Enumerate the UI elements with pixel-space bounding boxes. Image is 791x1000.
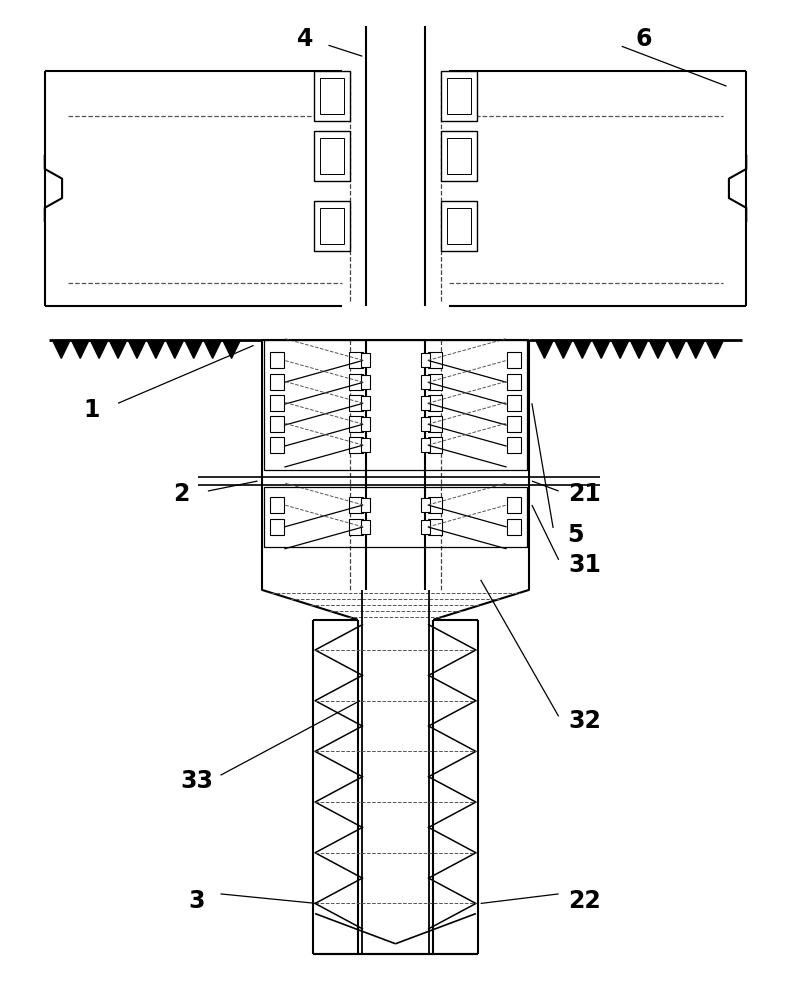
Polygon shape xyxy=(147,340,165,358)
Bar xyxy=(314,71,350,121)
Polygon shape xyxy=(90,340,108,358)
Polygon shape xyxy=(53,340,70,358)
Bar xyxy=(507,374,520,390)
Bar xyxy=(421,417,430,431)
Bar xyxy=(361,438,370,452)
Bar xyxy=(271,374,284,390)
Polygon shape xyxy=(649,340,667,358)
Bar xyxy=(428,519,442,535)
Bar xyxy=(428,352,442,368)
Bar xyxy=(447,138,471,174)
Polygon shape xyxy=(109,340,127,358)
Bar xyxy=(349,352,363,368)
Text: 6: 6 xyxy=(635,27,652,51)
Text: 3: 3 xyxy=(188,889,205,913)
Bar xyxy=(271,416,284,432)
Text: 2: 2 xyxy=(173,482,189,506)
Bar xyxy=(271,437,284,453)
Bar xyxy=(320,78,344,114)
Text: 22: 22 xyxy=(568,889,601,913)
Bar xyxy=(441,131,477,181)
Polygon shape xyxy=(128,340,146,358)
Text: 31: 31 xyxy=(568,553,601,577)
Bar xyxy=(271,519,284,535)
Bar xyxy=(447,78,471,114)
Bar xyxy=(271,352,284,368)
Bar xyxy=(349,497,363,513)
Text: 21: 21 xyxy=(568,482,601,506)
Bar xyxy=(361,396,370,410)
Bar xyxy=(421,353,430,367)
Text: 33: 33 xyxy=(180,769,214,793)
Bar xyxy=(271,395,284,411)
Bar xyxy=(361,417,370,431)
Bar xyxy=(349,374,363,390)
Bar xyxy=(421,438,430,452)
Polygon shape xyxy=(687,340,705,358)
Polygon shape xyxy=(223,340,240,358)
Polygon shape xyxy=(185,340,202,358)
Bar xyxy=(349,395,363,411)
Bar xyxy=(361,498,370,512)
Bar xyxy=(507,519,520,535)
Bar xyxy=(264,487,527,547)
Bar xyxy=(507,497,520,513)
Bar xyxy=(349,519,363,535)
Polygon shape xyxy=(554,340,572,358)
Bar xyxy=(441,71,477,121)
Polygon shape xyxy=(706,340,724,358)
Bar xyxy=(361,375,370,389)
Bar xyxy=(320,138,344,174)
Polygon shape xyxy=(611,340,629,358)
Bar xyxy=(314,201,350,251)
Bar xyxy=(271,497,284,513)
Polygon shape xyxy=(630,340,648,358)
Bar xyxy=(441,201,477,251)
Bar xyxy=(428,437,442,453)
Bar xyxy=(349,437,363,453)
Text: 4: 4 xyxy=(297,27,313,51)
Bar xyxy=(349,416,363,432)
Bar xyxy=(421,520,430,534)
Polygon shape xyxy=(204,340,221,358)
Text: 5: 5 xyxy=(567,523,584,547)
Bar xyxy=(421,375,430,389)
Bar xyxy=(507,352,520,368)
Text: 1: 1 xyxy=(84,398,100,422)
Polygon shape xyxy=(668,340,686,358)
Polygon shape xyxy=(536,340,553,358)
Bar xyxy=(507,395,520,411)
Bar xyxy=(428,416,442,432)
Bar xyxy=(507,437,520,453)
Text: 32: 32 xyxy=(568,709,601,733)
Bar xyxy=(421,498,430,512)
Bar xyxy=(361,353,370,367)
Bar xyxy=(264,340,527,470)
Bar xyxy=(314,131,350,181)
Bar xyxy=(428,374,442,390)
Bar xyxy=(320,208,344,244)
Bar xyxy=(447,208,471,244)
Bar xyxy=(421,396,430,410)
Bar xyxy=(428,395,442,411)
Polygon shape xyxy=(573,340,591,358)
Polygon shape xyxy=(592,340,610,358)
Polygon shape xyxy=(166,340,184,358)
Bar xyxy=(507,416,520,432)
Bar xyxy=(428,497,442,513)
Polygon shape xyxy=(71,340,89,358)
Bar xyxy=(361,520,370,534)
